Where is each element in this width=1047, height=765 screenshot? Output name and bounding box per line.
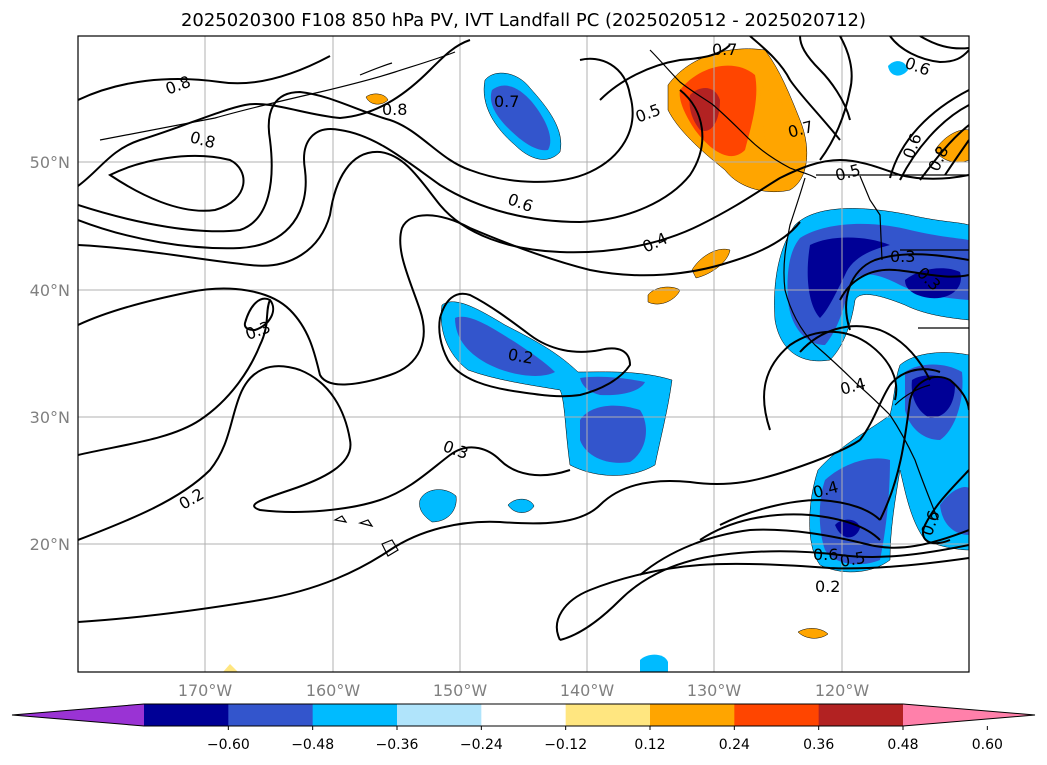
colorbar-tick-label: 0.48 <box>887 737 918 753</box>
contour-label: 0.7 <box>712 40 737 59</box>
lat-label-30n: 30°N <box>30 408 70 427</box>
lon-label-130w: 130°W <box>687 681 742 700</box>
colorbar-segment <box>565 704 651 726</box>
coastlines <box>99 49 969 557</box>
contour-label: 0.2 <box>815 577 840 596</box>
lat-label-50n: 50°N <box>30 153 70 172</box>
lon-label-160w: 160°W <box>306 681 361 700</box>
colorbar-segment <box>650 704 735 726</box>
lon-label-120w: 120°W <box>815 681 870 700</box>
colorbar-tick-label: 0.24 <box>719 737 750 753</box>
colorbar-tick-label: −0.48 <box>291 737 334 753</box>
colorbar-segment <box>818 704 904 726</box>
lon-label-150w: 150°W <box>433 681 488 700</box>
colorbar-extend-low <box>12 704 144 726</box>
colorbar-tick-label: 0.60 <box>972 737 1003 753</box>
lat-label-20n: 20°N <box>30 535 70 554</box>
colorbar-segment <box>228 704 314 726</box>
colorbar-segment <box>312 704 398 726</box>
longitude-labels: 170°W 160°W 150°W 140°W 130°W 120°W <box>178 681 870 700</box>
pv-contours <box>78 36 969 641</box>
contour-label: 0.2 <box>506 345 534 368</box>
contour-label: 0.3 <box>890 247 915 266</box>
colorbar-tick-label: −0.60 <box>207 737 250 753</box>
map-title: 2025020300 F108 850 hPa PV, IVT Landfall… <box>180 10 867 31</box>
lon-label-170w: 170°W <box>178 681 233 700</box>
gridlines <box>78 36 969 672</box>
colorbar: −0.60 −0.48 −0.36 −0.24 −0.12 0.12 0.24 0.36 0.4… <box>11 703 1036 753</box>
colorbar-extend-high <box>903 704 1035 726</box>
map-panel: 0.8 0.8 0.8 0.7 0.7 0.7 0.6 0.6 0.5 0.5 … <box>78 36 969 672</box>
contour-label: 0.5 <box>838 548 866 571</box>
contour-label: 0.7 <box>494 92 519 111</box>
map-frame <box>77 35 970 673</box>
colorbar-outline <box>11 703 1036 727</box>
colorbar-tick-label: −0.24 <box>460 737 503 753</box>
contour-label: 0.6 <box>813 545 838 564</box>
latitude-labels: 50°N 40°N 30°N 20°N <box>30 153 70 554</box>
contour-label: 0.8 <box>382 100 407 119</box>
colorbar-segment <box>144 704 229 726</box>
colorbar-segment <box>397 704 482 726</box>
lon-label-140w: 140°W <box>560 681 615 700</box>
colorbar-segment <box>481 704 567 726</box>
colorbar-segment <box>734 704 820 726</box>
colorbar-tick-label: −0.12 <box>544 737 587 753</box>
lat-label-40n: 40°N <box>30 281 70 300</box>
colorbar-tick-label: 0.12 <box>634 737 665 753</box>
colorbar-tick-label: −0.36 <box>376 737 419 753</box>
colorbar-tick-label: 0.36 <box>803 737 834 753</box>
